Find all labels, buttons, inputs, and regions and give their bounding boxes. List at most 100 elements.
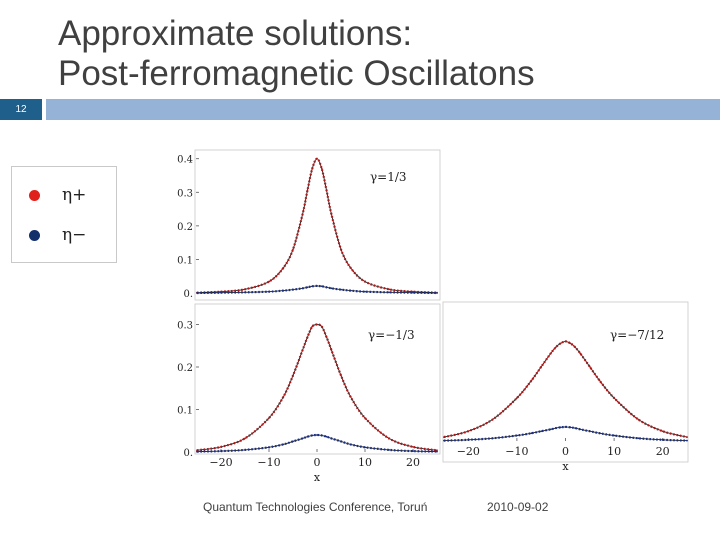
data-point-eta_minus: [412, 291, 414, 294]
data-point-eta_minus: [220, 291, 222, 294]
data-point-eta_minus: [282, 289, 285, 292]
data-point-eta_minus: [301, 287, 304, 290]
data-point-eta_plus: [443, 436, 445, 438]
data-point-eta_plus: [292, 248, 294, 251]
data-point-eta_plus: [564, 340, 567, 343]
data-point-eta_minus: [306, 435, 309, 438]
data-point-eta_plus: [311, 167, 314, 170]
y-tick-label: 0.: [183, 289, 193, 300]
data-point-eta_minus: [516, 434, 518, 437]
data-point-eta_minus: [340, 288, 342, 291]
data-point-eta_minus: [301, 437, 304, 440]
data-point-eta_plus: [301, 213, 304, 216]
data-point-eta_plus: [330, 349, 333, 351]
x-tick-label: 20: [656, 445, 670, 458]
data-point-eta_plus: [220, 446, 222, 448]
slide-title: Approximate solutions: Post-ferromagneti…: [58, 14, 535, 93]
data-point-eta_plus: [598, 379, 601, 382]
data-point-eta_minus: [196, 292, 198, 294]
data-point-eta_plus: [637, 418, 640, 421]
y-tick-label: 0.1: [177, 406, 193, 417]
data-point-eta_minus: [340, 440, 342, 443]
data-point-eta_minus: [330, 437, 333, 440]
x-axis-label: x: [314, 471, 321, 484]
data-point-eta_plus: [325, 336, 328, 339]
data-point-eta_plus: [325, 189, 328, 192]
data-point-eta_plus: [686, 436, 688, 438]
y-tick-label: 0.1: [177, 255, 193, 266]
legend-item-eta-minus: η−: [12, 225, 86, 245]
data-point-eta_minus: [388, 448, 390, 451]
data-point-eta_minus: [244, 448, 246, 451]
data-point-eta_plus: [340, 374, 342, 377]
data-point-eta_minus: [292, 288, 294, 291]
data-point-eta_minus: [467, 438, 470, 441]
data-point-eta_minus: [349, 289, 352, 292]
slide-number: 12: [0, 99, 42, 120]
data-point-eta_minus: [569, 426, 572, 429]
data-point-eta_plus: [550, 352, 552, 355]
data-point-eta_minus: [320, 285, 323, 288]
data-point-eta_plus: [388, 288, 390, 291]
data-point-eta_minus: [316, 434, 318, 436]
panel-annotation: γ=−7/12: [610, 328, 664, 342]
data-point-eta_minus: [436, 450, 438, 453]
data-point-eta_minus: [349, 443, 352, 446]
data-point-eta_plus: [292, 374, 294, 377]
data-point-eta_minus: [491, 437, 494, 440]
data-point-eta_plus: [530, 379, 533, 382]
data-point-eta_plus: [588, 365, 591, 368]
data-point-eta_minus: [579, 428, 581, 431]
data-point-eta_plus: [559, 342, 562, 345]
series-curve-eta_plus: [443, 340, 688, 439]
data-point-eta_plus: [579, 352, 581, 355]
data-point-eta_plus: [320, 325, 323, 328]
footer-date: 2010-09-02: [487, 500, 549, 514]
data-point-eta_plus: [540, 365, 543, 368]
data-point-eta_plus: [364, 280, 366, 283]
x-tick-label: 0: [562, 445, 569, 458]
data-point-eta_minus: [436, 292, 438, 294]
data-point-eta_minus: [320, 434, 323, 437]
data-point-eta_minus: [268, 446, 270, 449]
data-point-eta_minus: [540, 430, 543, 433]
title-accent-bar: [46, 99, 720, 120]
data-point-eta_plus: [268, 417, 270, 419]
data-point-eta_minus: [306, 286, 309, 289]
data-point-eta_minus: [686, 439, 688, 442]
legend-label-eta-minus: η−: [62, 225, 87, 245]
legend-label-eta-plus: η+: [62, 185, 87, 205]
data-point-eta_plus: [244, 288, 246, 291]
x-tick-label: 0: [314, 456, 321, 469]
footer-conference: Quantum Technologies Conference, Toruń: [203, 500, 428, 514]
data-point-eta_minus: [325, 286, 328, 289]
data-point-eta_plus: [340, 248, 342, 251]
data-point-eta_minus: [574, 427, 577, 430]
legend: η+ η−: [11, 166, 117, 263]
data-point-eta_minus: [550, 428, 552, 431]
data-point-eta_minus: [588, 430, 591, 433]
chart-panel-3: −20 −10 0 10 20 x γ=−7/12: [442, 301, 689, 473]
series-curve-eta_plus: [196, 323, 438, 452]
data-point-eta_plus: [349, 395, 352, 398]
red-dot-icon: [29, 189, 40, 201]
data-point-eta_minus: [220, 450, 222, 453]
data-point-eta_minus: [330, 287, 333, 290]
x-tick-label: −10: [257, 456, 280, 469]
approx-curve-eta_plus: [443, 340, 688, 438]
data-point-eta_minus: [244, 291, 246, 294]
data-point-eta_plus: [320, 167, 323, 170]
data-point-eta_plus: [316, 323, 318, 326]
panel-frame: [194, 303, 441, 455]
data-point-eta_plus: [574, 346, 577, 349]
data-point-eta_plus: [330, 213, 333, 216]
data-point-eta_minus: [564, 426, 567, 428]
data-point-eta_minus: [530, 432, 533, 435]
data-point-eta_plus: [282, 395, 285, 398]
data-point-eta_plus: [569, 342, 572, 345]
data-point-eta_plus: [436, 449, 438, 452]
data-point-eta_plus: [364, 417, 366, 419]
data-point-eta_minus: [311, 434, 314, 437]
data-point-eta_plus: [491, 418, 494, 421]
chart-panel-1: 0. 0.1 0.2 0.3 0.4 γ=1/3: [177, 149, 441, 301]
